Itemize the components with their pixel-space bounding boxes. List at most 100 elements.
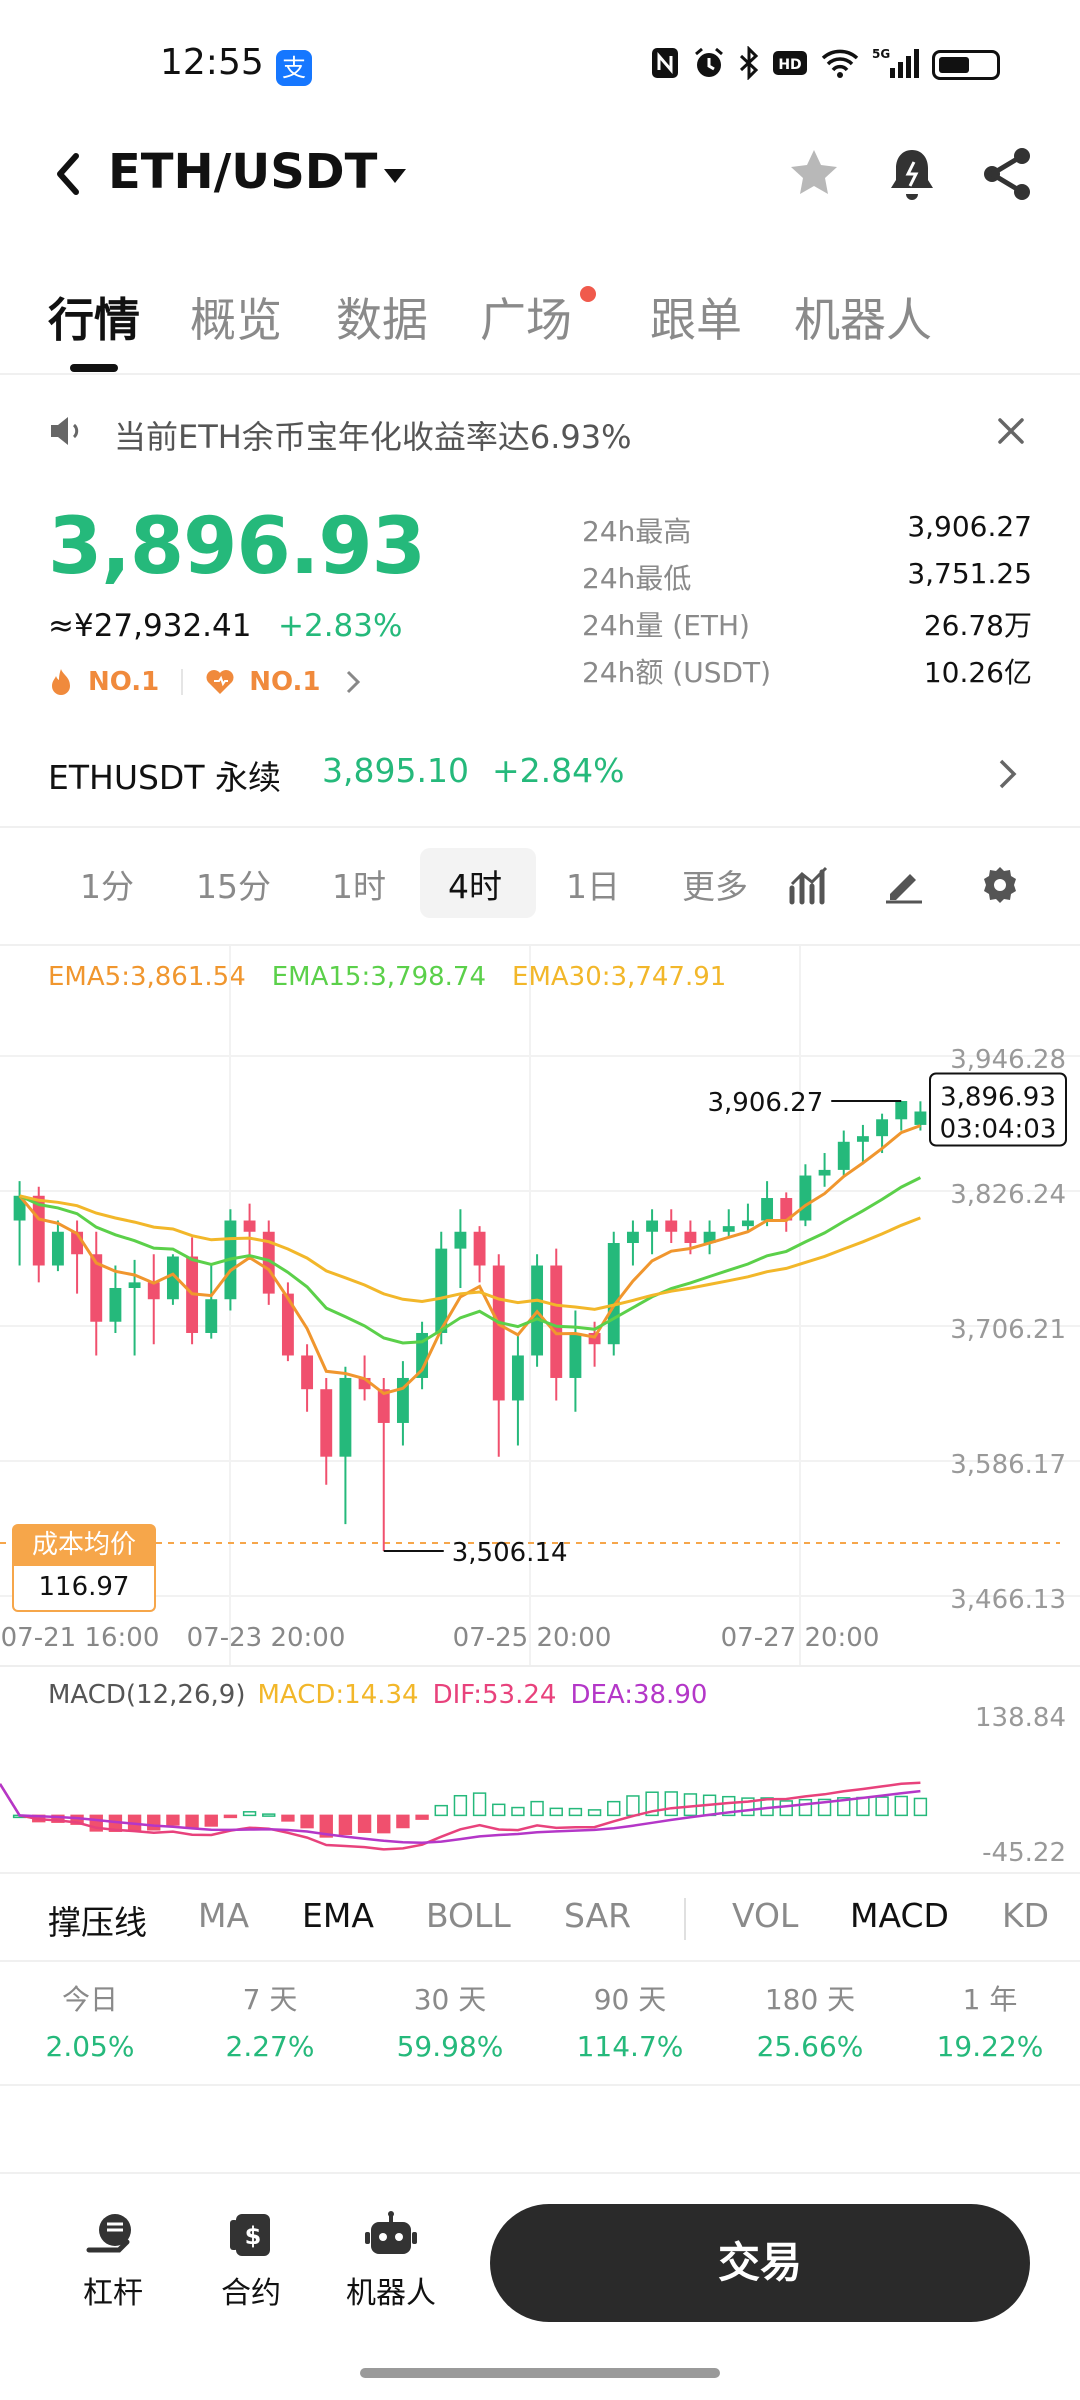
tab-data[interactable]: 数据	[336, 293, 428, 347]
cost-average-badge[interactable]: 成本均价 116.97	[12, 1524, 156, 1612]
macd-histogram-bar	[415, 1814, 429, 1820]
y-tick-label: 3,826.24	[950, 1180, 1066, 1210]
macd-histogram-bar	[664, 1791, 678, 1817]
indicator-boll[interactable]: BOLL	[426, 1896, 511, 1935]
indicator-sar[interactable]: SAR	[564, 1896, 632, 1935]
notification-dot	[580, 286, 596, 302]
bottom-action-bar: 杠杆 $ 合约 机器人 交易	[0, 2172, 1080, 2400]
rank-row[interactable]: NO.1 NO.1	[48, 660, 361, 704]
nfc-icon	[650, 46, 680, 84]
stat-label: 24h最低	[582, 562, 692, 595]
countdown-label: 03:04:03	[940, 1115, 1057, 1145]
candle-body	[454, 1231, 467, 1249]
y-tick-label: 3,466.13	[950, 1585, 1066, 1615]
nav-contract-label: 合约	[221, 2276, 281, 2311]
low-marker-label: 3,506.14	[452, 1538, 568, 1568]
tab-market[interactable]: 行情	[48, 293, 140, 347]
change-percent: +2.83%	[278, 608, 403, 644]
indicator-chart-icon[interactable]	[788, 864, 832, 906]
share-icon[interactable]	[978, 144, 1036, 204]
performance-item: 1 年 19.22%	[920, 1978, 1060, 2063]
status-icons: HD 5G	[650, 45, 1000, 84]
price-alert-bell-icon[interactable]	[884, 144, 940, 204]
back-icon[interactable]	[48, 144, 88, 204]
pair-title[interactable]: ETH/USDT	[108, 144, 378, 200]
nav-bot[interactable]: 机器人	[336, 2210, 446, 2312]
indicator-support-resistance[interactable]: 撑压线	[48, 1903, 147, 1942]
perpetual-change: +2.84%	[492, 751, 625, 790]
macd-histogram-bar	[798, 1798, 813, 1817]
indicator-tabs: 撑压线 MA EMA BOLL SAR VOL MACD KD	[0, 1872, 1080, 1962]
tab-copy-trading[interactable]: 跟单	[650, 293, 742, 347]
svg-text:HD: HD	[778, 57, 801, 73]
perpetual-link[interactable]: ETHUSDT 永续 3,895.10 +2.84%	[0, 745, 1080, 805]
candle-body	[396, 1377, 409, 1423]
indicator-ema[interactable]: EMA	[302, 1896, 374, 1935]
hot-rank: NO.1	[48, 667, 159, 697]
indicator-separator	[684, 1898, 686, 1940]
indicator-macd[interactable]: MACD	[850, 1896, 949, 1935]
y-tick-label: 3,946.28	[950, 1045, 1066, 1075]
interval-1m[interactable]: 1分	[80, 867, 134, 906]
macd-histogram-bar	[51, 1814, 65, 1823]
tab-square[interactable]: 广场	[480, 293, 572, 347]
dropdown-caret-icon[interactable]	[382, 166, 408, 186]
macd-histogram-bar	[894, 1795, 908, 1817]
interval-1d[interactable]: 1日	[566, 867, 620, 906]
home-indicator[interactable]	[360, 2368, 720, 2378]
nav-leverage[interactable]: 杠杆	[58, 2210, 168, 2312]
draw-pen-icon[interactable]	[882, 864, 926, 906]
indicator-vol[interactable]: VOL	[732, 1896, 799, 1935]
settings-gear-icon[interactable]	[978, 864, 1022, 906]
macd-histogram-bar	[626, 1795, 640, 1817]
candle-body	[377, 1389, 390, 1423]
performance-label: 180 天	[764, 1983, 856, 2016]
macd-histogram-bar	[683, 1793, 698, 1817]
x-tick-label: 07-21 16:00	[1, 1623, 160, 1653]
candle-body	[492, 1265, 505, 1401]
candle-body	[684, 1231, 697, 1244]
performance-label: 7 天	[242, 1983, 298, 2016]
performance-label: 今日	[61, 1983, 118, 2016]
star-icon[interactable]	[786, 146, 842, 202]
performance-value: 114.7%	[576, 2030, 684, 2063]
wifi-icon	[820, 47, 860, 83]
indicator-ma[interactable]: MA	[198, 1896, 250, 1935]
interval-more[interactable]: 更多	[682, 867, 748, 906]
cny-price: ≈¥27,932.41	[48, 608, 252, 644]
stat-value: 3,906.27	[907, 510, 1032, 543]
active-tab-indicator	[70, 364, 118, 372]
macd-legend: MACD(12,26,9) MACD:14.34 DIF:53.24 DEA:38.9…	[48, 1680, 707, 1710]
indicator-kd[interactable]: KD	[1002, 1896, 1050, 1935]
interval-4h[interactable]: 4时	[448, 867, 502, 906]
tab-overview[interactable]: 概览	[190, 293, 282, 347]
notice-bar[interactable]: 当前ETH余币宝年化收益率达6.93%	[0, 400, 1080, 470]
candle-body	[876, 1119, 889, 1137]
candle-body	[358, 1377, 371, 1390]
candlestick-chart[interactable]: 3,946.28 3,826.24 3,706.21 3,586.17 3,466.13…	[0, 946, 1080, 1866]
chevron-right-icon	[346, 670, 360, 694]
candle-body	[722, 1226, 735, 1232]
top-tabs: 行情 概览 数据 广场 跟单 机器人	[0, 270, 1080, 375]
candle-body	[71, 1231, 84, 1255]
nav-bot-label: 机器人	[346, 2276, 436, 2311]
header: ETH/USDT	[0, 130, 1080, 230]
macd-histogram-bar	[472, 1792, 487, 1817]
nav-contract[interactable]: $ 合约	[196, 2210, 306, 2312]
candle-body	[895, 1100, 908, 1120]
close-icon[interactable]	[994, 414, 1028, 448]
macd-histogram-bar	[837, 1797, 851, 1817]
candle-body	[761, 1198, 774, 1221]
interval-15m[interactable]: 15分	[196, 867, 271, 906]
trade-button[interactable]: 交易	[490, 2204, 1030, 2322]
svg-text:$: $	[245, 2222, 262, 2250]
macd-histogram-bar	[434, 1804, 448, 1817]
flame-icon	[52, 669, 70, 695]
macd-histogram-bar	[779, 1800, 793, 1817]
macd-histogram-bar	[147, 1814, 161, 1831]
tab-bot[interactable]: 机器人	[794, 293, 932, 347]
stat-value: 26.78万	[923, 609, 1032, 642]
chevron-right-icon	[999, 759, 1017, 789]
chart-area[interactable]: EMA5:3,861.54 EMA15:3,798.74 EMA30:3,747.9…	[0, 946, 1080, 1866]
interval-1h[interactable]: 1时	[332, 867, 386, 906]
